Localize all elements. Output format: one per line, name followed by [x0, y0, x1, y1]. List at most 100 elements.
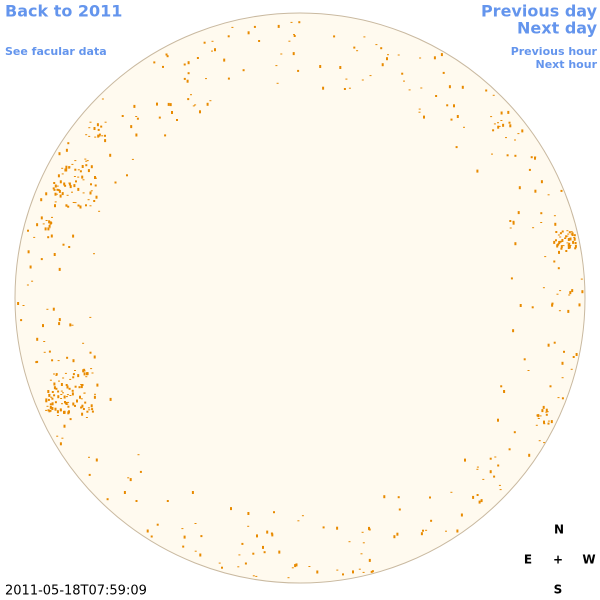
speck — [492, 129, 495, 132]
speck — [80, 406, 83, 409]
speck — [82, 179, 85, 181]
speck — [559, 290, 562, 292]
speck — [57, 395, 60, 399]
speck — [53, 188, 56, 191]
speck — [89, 191, 92, 195]
speck — [476, 468, 479, 470]
speck — [93, 355, 96, 359]
speck — [59, 408, 62, 412]
speck — [561, 239, 564, 242]
speck — [270, 532, 273, 535]
speck — [333, 35, 336, 38]
speck — [227, 35, 230, 38]
speck — [507, 110, 510, 114]
speck — [493, 475, 496, 478]
speck — [558, 310, 561, 312]
speck — [556, 293, 559, 295]
speck — [77, 204, 80, 207]
speck — [20, 319, 23, 322]
speck — [542, 405, 545, 409]
speck — [559, 236, 562, 238]
speck — [545, 413, 548, 416]
speck — [73, 176, 76, 177]
speck — [545, 408, 548, 412]
speck — [56, 410, 59, 414]
speck — [278, 550, 281, 554]
speck — [82, 342, 85, 344]
speck — [81, 384, 84, 386]
speck — [580, 278, 583, 280]
speck — [446, 104, 449, 107]
speck — [564, 238, 567, 239]
speck — [150, 535, 153, 538]
solar-disk — [14, 12, 586, 584]
speck — [194, 523, 197, 524]
speck — [368, 528, 371, 531]
previous-hour-link[interactable]: Previous hour — [511, 45, 598, 58]
back-link[interactable]: Back to 2011 — [5, 2, 122, 21]
speck — [71, 392, 74, 396]
speck — [69, 378, 72, 380]
speck — [45, 398, 48, 402]
speck — [253, 25, 256, 28]
speck — [547, 420, 550, 422]
speck — [182, 545, 185, 548]
speck — [266, 530, 269, 534]
speck — [540, 180, 543, 184]
speck — [297, 520, 300, 522]
speck — [277, 24, 280, 28]
speck — [401, 72, 404, 75]
speck — [561, 377, 564, 379]
speck — [56, 415, 59, 416]
speck — [568, 231, 571, 234]
speck — [514, 154, 517, 157]
speck — [534, 189, 537, 193]
speck — [205, 78, 207, 80]
speck — [61, 173, 64, 175]
speck — [146, 529, 149, 533]
speck — [230, 507, 232, 511]
speck — [476, 169, 479, 173]
speck — [322, 86, 325, 90]
speck — [297, 69, 300, 72]
previous-day-link[interactable]: Previous day — [481, 2, 598, 21]
speck — [298, 21, 301, 24]
speck — [237, 566, 240, 568]
speck — [192, 105, 195, 107]
speck — [209, 100, 212, 102]
speck — [93, 200, 96, 202]
speck — [194, 104, 197, 106]
speck — [380, 47, 383, 50]
speck — [26, 284, 29, 286]
speck — [572, 240, 575, 244]
speck — [567, 246, 570, 249]
speck — [71, 163, 74, 165]
speck — [505, 137, 507, 139]
speck — [448, 85, 451, 89]
speck — [242, 69, 245, 72]
speck — [485, 89, 488, 92]
speck — [60, 390, 63, 392]
speck — [82, 408, 85, 410]
speck — [514, 242, 517, 246]
speck — [574, 242, 577, 244]
speck — [476, 494, 479, 496]
speck — [199, 110, 201, 114]
speck — [258, 40, 261, 42]
speck — [63, 410, 65, 414]
speck — [456, 529, 459, 533]
speck — [187, 72, 190, 75]
speck — [558, 241, 561, 244]
next-hour-link[interactable]: Next hour — [536, 58, 598, 71]
facular-data-link[interactable]: See facular data — [5, 45, 107, 58]
speck — [534, 156, 537, 158]
speck — [63, 424, 66, 428]
speck — [43, 341, 46, 342]
speck — [535, 424, 538, 426]
speck — [77, 187, 80, 191]
speck — [57, 360, 60, 362]
speck — [502, 123, 505, 127]
speck — [51, 216, 53, 218]
speck — [567, 309, 570, 313]
next-day-link[interactable]: Next day — [517, 19, 598, 38]
